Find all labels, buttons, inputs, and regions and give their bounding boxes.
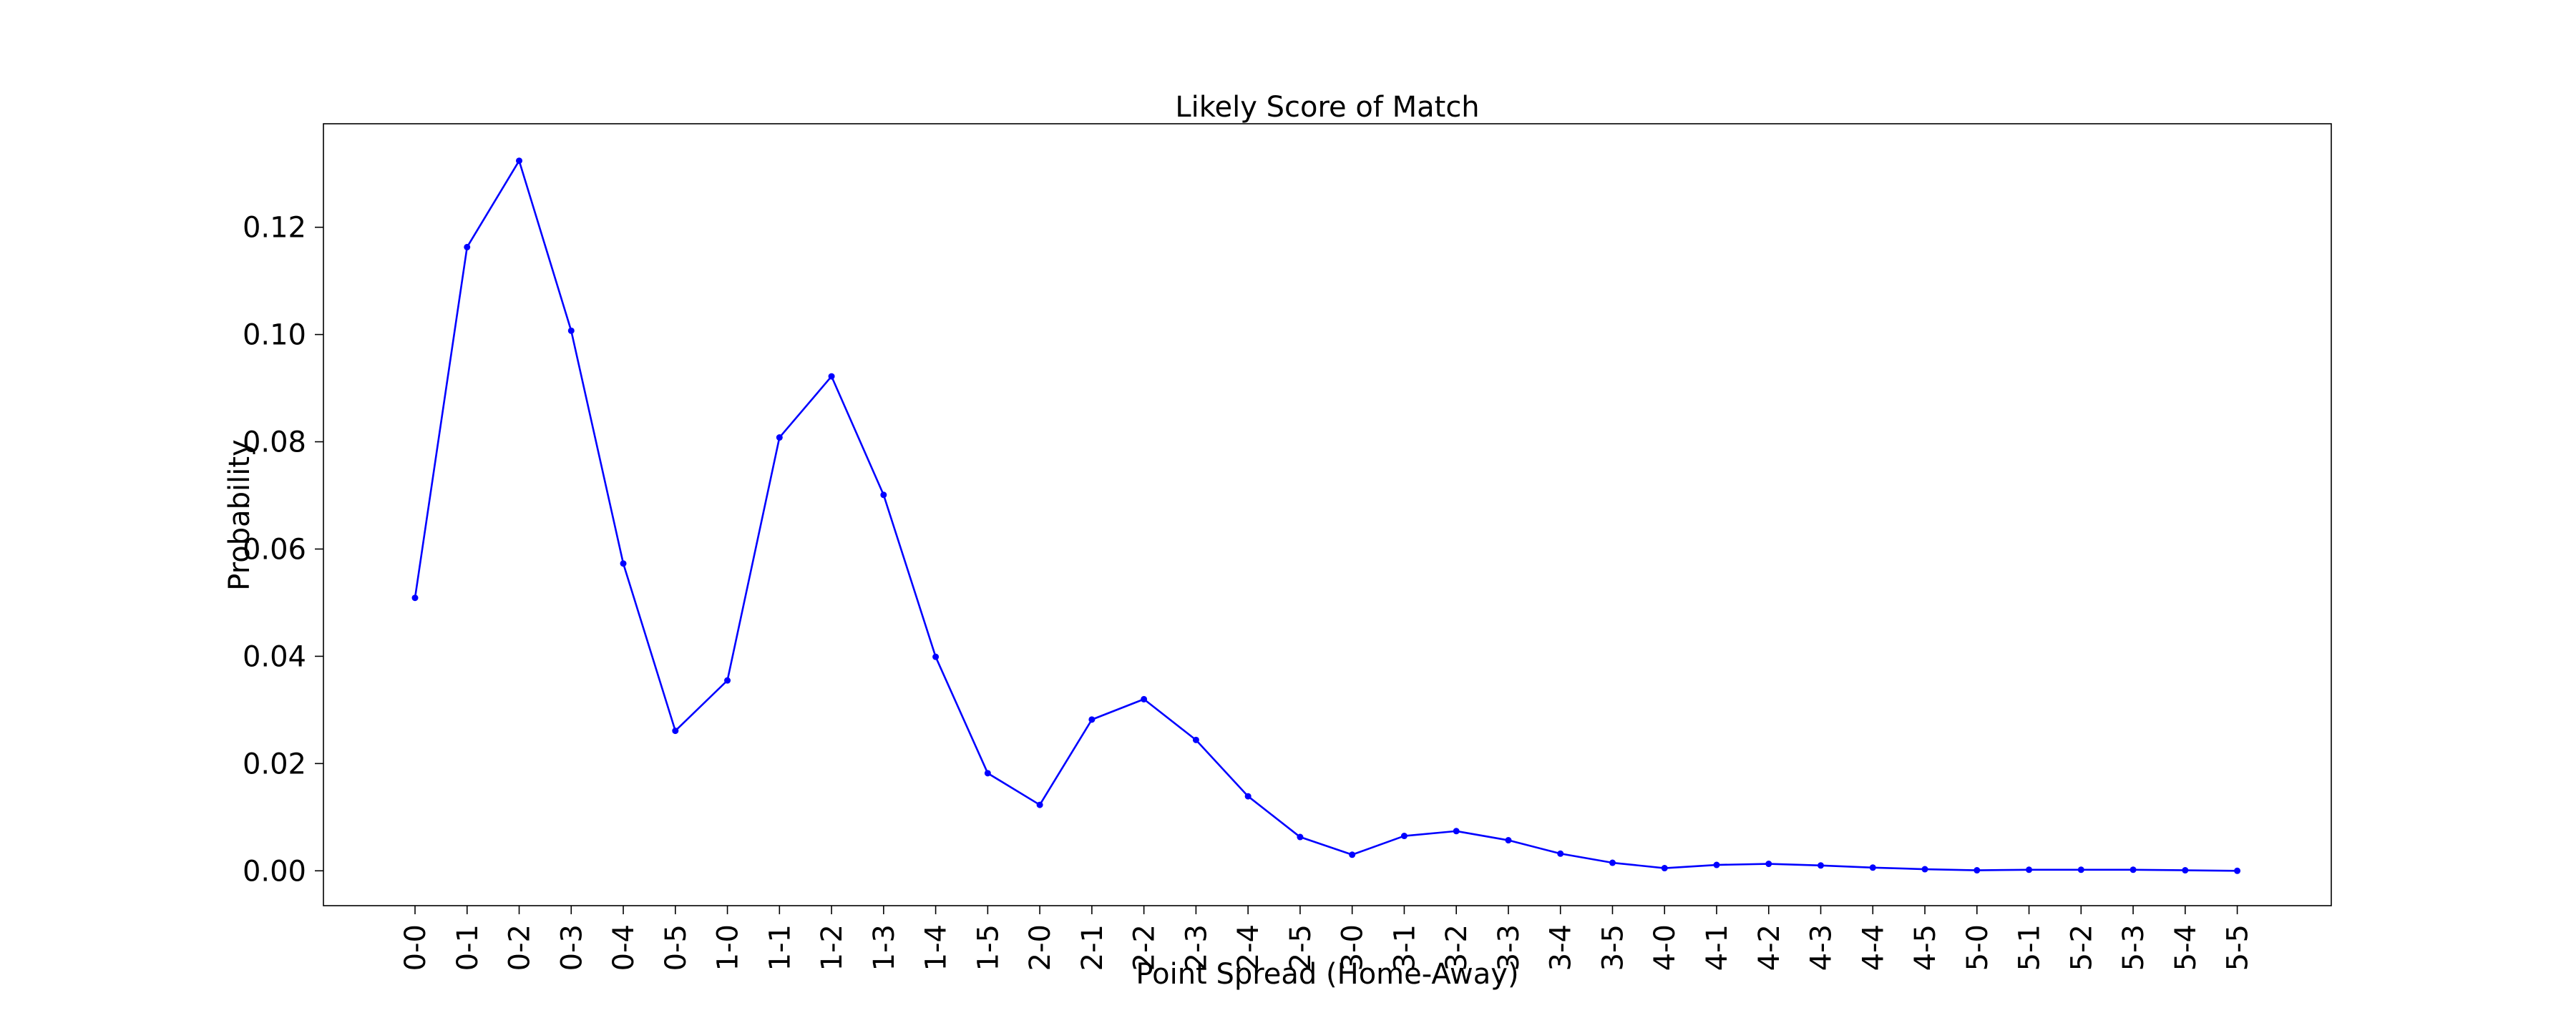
data-point bbox=[1557, 850, 1564, 857]
data-point bbox=[880, 491, 887, 499]
data-point bbox=[1453, 828, 1460, 835]
data-point bbox=[672, 728, 679, 735]
x-tick-label: 1-4 bbox=[920, 924, 953, 971]
data-point bbox=[1713, 861, 1720, 868]
data-point bbox=[1974, 867, 1981, 874]
data-point bbox=[1609, 859, 1616, 866]
x-tick-label: 1-3 bbox=[868, 924, 901, 971]
data-point bbox=[1349, 851, 1356, 858]
x-tick-label: 1-0 bbox=[712, 924, 745, 971]
y-tick-label: 0.04 bbox=[243, 640, 306, 673]
data-point bbox=[932, 653, 940, 660]
x-tick-label: 2-5 bbox=[1284, 924, 1317, 971]
data-point bbox=[1297, 833, 1304, 841]
x-tick-label: 2-4 bbox=[1232, 924, 1265, 971]
x-tick-label: 4-2 bbox=[1753, 924, 1786, 971]
data-point bbox=[411, 594, 419, 602]
x-tick-label: 4-3 bbox=[1805, 924, 1838, 971]
data-point bbox=[2129, 866, 2137, 873]
x-tick-label: 0-1 bbox=[452, 924, 484, 971]
data-point bbox=[516, 157, 523, 165]
x-tick-label: 0-4 bbox=[608, 924, 640, 971]
y-tick-label: 0.08 bbox=[243, 426, 306, 459]
y-tick-label: 0.06 bbox=[243, 533, 306, 566]
y-tick-label: 0.02 bbox=[243, 748, 306, 780]
data-point bbox=[1088, 716, 1096, 723]
data-point bbox=[1661, 865, 1668, 872]
x-tick-label: 3-3 bbox=[1493, 924, 1526, 971]
x-tick-label: 4-1 bbox=[1701, 924, 1734, 971]
series-line bbox=[414, 160, 2238, 872]
y-axis-title: Probability bbox=[223, 439, 256, 590]
data-point bbox=[1244, 793, 1252, 800]
data-point bbox=[1921, 866, 1928, 873]
data-point bbox=[567, 327, 575, 334]
data-point bbox=[828, 373, 835, 380]
plot-frame bbox=[323, 123, 2332, 906]
x-axis: 0-0 0-1 0-2 0-3 0-4 0-5 1-0 1-1 1-2 1-3 1-4 1-5 2-0 2… bbox=[399, 906, 2255, 971]
data-point bbox=[2234, 867, 2241, 874]
data-point bbox=[1818, 862, 1825, 869]
data-point bbox=[724, 677, 731, 684]
x-tick-label: 5-2 bbox=[2065, 924, 2098, 971]
x-axis-title: Point Spread (Home-Away) bbox=[1136, 958, 1518, 991]
x-tick-label: 1-1 bbox=[763, 924, 796, 971]
x-tick-label: 0-2 bbox=[504, 924, 537, 971]
y-axis: 0.00 0.02 0.04 0.06 0.08 0.10 0.12 bbox=[243, 212, 323, 888]
x-tick-label: 4-0 bbox=[1649, 924, 1682, 971]
x-tick-label: 5-3 bbox=[2117, 924, 2150, 971]
plot-area bbox=[411, 157, 2241, 874]
x-tick-label: 4-4 bbox=[1857, 924, 1890, 971]
data-point bbox=[1869, 864, 1876, 871]
x-tick-label: 3-1 bbox=[1388, 924, 1421, 971]
x-tick-label: 1-5 bbox=[972, 924, 1005, 971]
x-tick-label: 3-2 bbox=[1440, 924, 1473, 971]
data-point bbox=[1036, 801, 1043, 808]
x-tick-label: 5-4 bbox=[2170, 924, 2202, 971]
data-point bbox=[2026, 866, 2033, 873]
y-tick-label: 0.12 bbox=[243, 212, 306, 245]
x-tick-label: 5-0 bbox=[1961, 924, 1994, 971]
x-tick-label: 0-3 bbox=[555, 924, 588, 971]
x-tick-label: 0-0 bbox=[399, 924, 432, 971]
x-tick-label: 2-3 bbox=[1180, 924, 1213, 971]
x-tick-label: 4-5 bbox=[1909, 924, 1942, 971]
data-point bbox=[1765, 861, 1772, 868]
data-point bbox=[1192, 736, 1199, 743]
chart-title: Likely Score of Match bbox=[1175, 91, 1479, 124]
x-tick-label: 3-0 bbox=[1337, 924, 1370, 971]
data-point bbox=[1505, 837, 1512, 844]
data-point bbox=[464, 243, 471, 250]
y-tick-label: 0.00 bbox=[243, 855, 306, 888]
x-tick-label: 3-4 bbox=[1545, 924, 1578, 971]
x-tick-label: 5-1 bbox=[2014, 924, 2046, 971]
x-tick-label: 1-2 bbox=[816, 924, 849, 971]
x-tick-label: 5-5 bbox=[2222, 924, 2255, 971]
data-point bbox=[2182, 867, 2189, 874]
data-point bbox=[776, 434, 783, 441]
x-tick-label: 2-0 bbox=[1024, 924, 1057, 971]
x-tick-label: 2-2 bbox=[1128, 924, 1161, 971]
x-tick-label: 2-1 bbox=[1076, 924, 1109, 971]
data-point bbox=[984, 770, 991, 777]
x-tick-label: 0-5 bbox=[660, 924, 693, 971]
x-tick-label: 3-5 bbox=[1596, 924, 1629, 971]
data-point bbox=[1141, 695, 1148, 702]
data-point bbox=[1400, 833, 1407, 840]
y-tick-label: 0.10 bbox=[243, 319, 306, 352]
data-point bbox=[2077, 866, 2084, 873]
data-point bbox=[620, 560, 627, 567]
